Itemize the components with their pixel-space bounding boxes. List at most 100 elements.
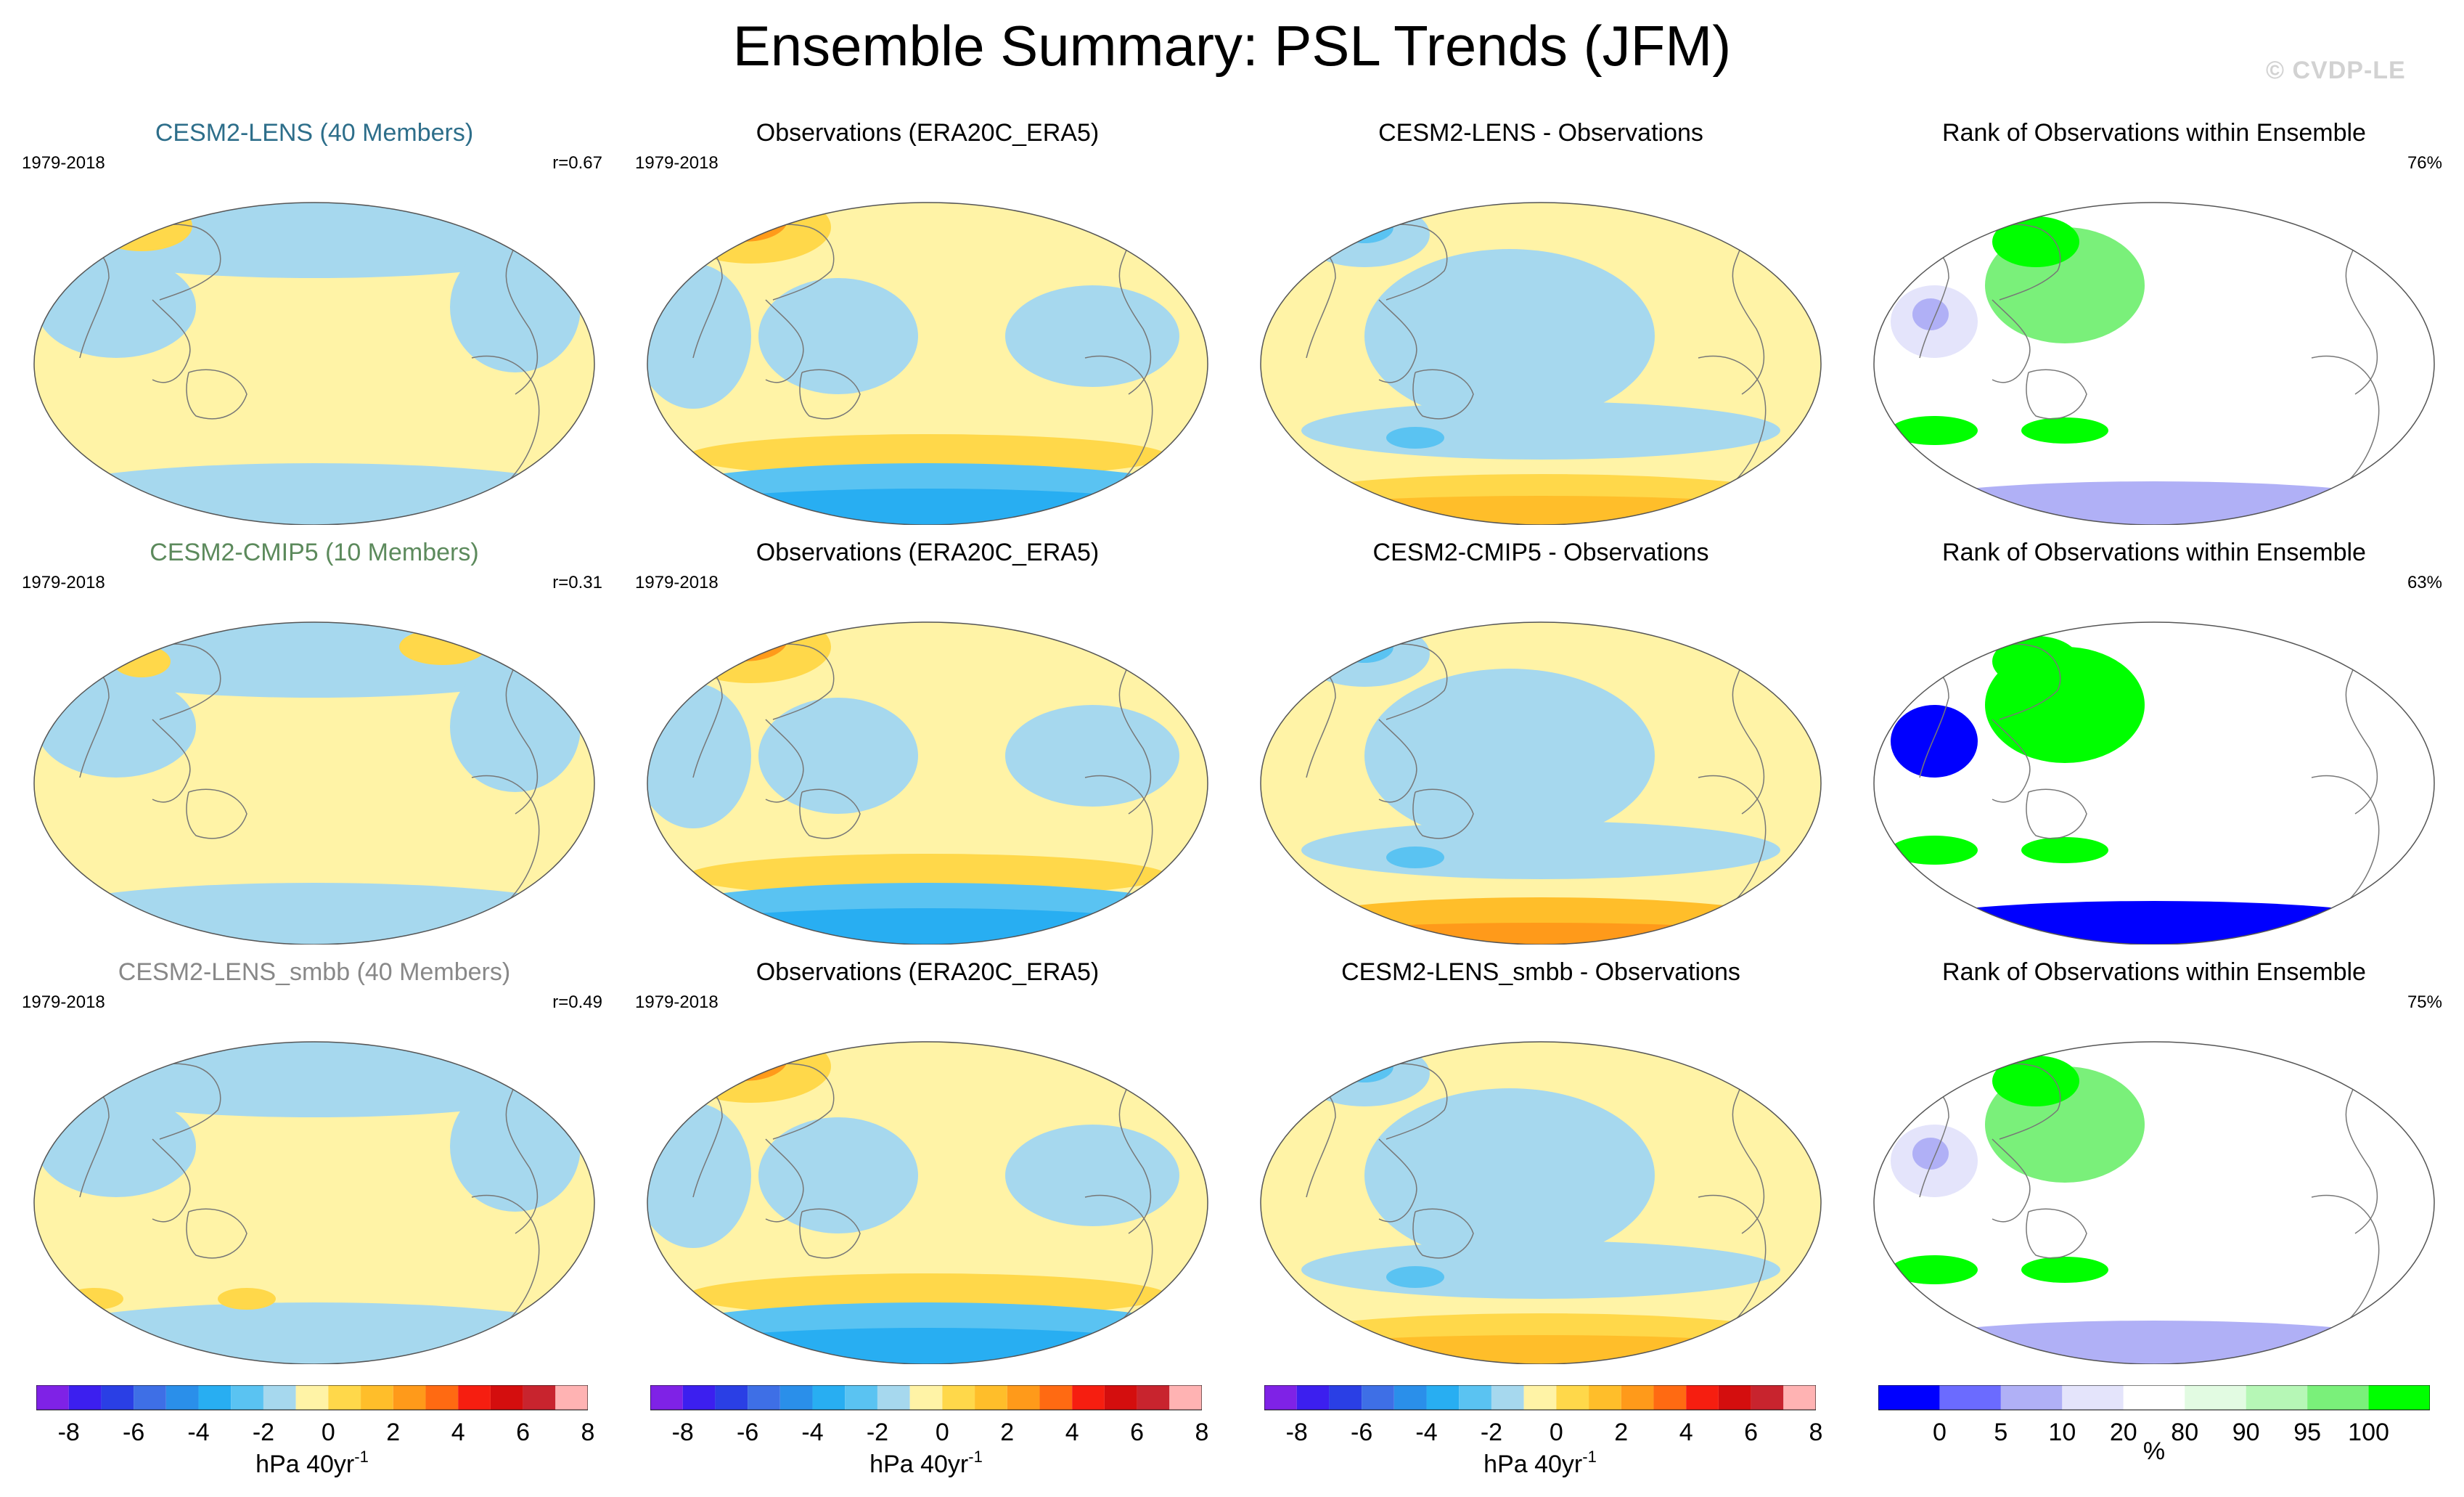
panel-title: Observations (ERA20C_ERA5) bbox=[756, 958, 1100, 986]
contour-region bbox=[647, 908, 1208, 945]
panel-diff-row2: CESM2-CMIP5 - Observations bbox=[1234, 538, 1848, 945]
panel-title: CESM2-CMIP5 - Observations bbox=[1372, 539, 1709, 566]
panel-title: CESM2-LENS_smbb - Observations bbox=[1341, 958, 1740, 986]
colorbar-swatches bbox=[1264, 1385, 1816, 1411]
colorbar-tick: 20 bbox=[2109, 1419, 2137, 1446]
coastline bbox=[2026, 1208, 2087, 1259]
map-model-row2 bbox=[33, 621, 595, 945]
contour-region bbox=[36, 256, 196, 358]
coastline bbox=[186, 1208, 247, 1259]
coastline bbox=[413, 622, 539, 815]
map-rank-row2 bbox=[1873, 611, 2435, 945]
coastline bbox=[1026, 1042, 1152, 1234]
panel-obs-row1: Observations (ERA20C_ERA5) 1979-2018 bbox=[621, 118, 1235, 525]
contour-region bbox=[1299, 1042, 1430, 1106]
coastline bbox=[765, 1138, 804, 1223]
colorbar-swatch bbox=[1264, 1385, 1297, 1410]
colorbar-swatch bbox=[1459, 1385, 1491, 1410]
colorbar-swatch bbox=[198, 1385, 232, 1410]
coastline bbox=[1963, 611, 2072, 618]
colorbar-swatch bbox=[490, 1385, 523, 1410]
contour-region bbox=[1364, 1088, 1655, 1263]
colorbar-swatch bbox=[2307, 1385, 2369, 1410]
panel-title: Rank of Observations within Ensemble bbox=[1942, 539, 2366, 566]
map-outline bbox=[1873, 1041, 2435, 1364]
colorbar-tick: 4 bbox=[451, 1419, 465, 1446]
colorbar-swatch bbox=[523, 1385, 556, 1410]
correlation-label: r=0.49 bbox=[552, 992, 602, 1012]
rank-antarctic-low bbox=[1874, 901, 2434, 945]
colorbar-swatch bbox=[2246, 1385, 2308, 1410]
colorbar-swatch bbox=[1589, 1385, 1621, 1410]
contour-region bbox=[1299, 203, 1430, 267]
coastline bbox=[2026, 369, 2087, 420]
map-diff-row1 bbox=[1260, 202, 1822, 525]
map-rank-row3 bbox=[1873, 1041, 2435, 1364]
contour-region bbox=[1992, 636, 2079, 687]
colorbar-swatch bbox=[1718, 1385, 1751, 1410]
colorbar-tick: 95 bbox=[2293, 1419, 2322, 1446]
coastline bbox=[737, 1030, 846, 1037]
colorbar-swatch bbox=[1329, 1385, 1362, 1410]
colorbar-tick: -6 bbox=[122, 1419, 145, 1446]
colorbar-swatch bbox=[458, 1385, 491, 1410]
contour-region bbox=[758, 1117, 918, 1233]
contour-region bbox=[36, 676, 196, 778]
panel-title: CESM2-LENS_smbb (40 Members) bbox=[118, 958, 511, 986]
colorbar-swatch bbox=[682, 1385, 716, 1410]
colorbar-tick: -4 bbox=[187, 1419, 210, 1446]
map-diff-row2 bbox=[1260, 611, 1822, 945]
map-background bbox=[1874, 622, 2434, 945]
map-obs-row3 bbox=[647, 1030, 1208, 1364]
panel-title: Rank of Observations within Ensemble bbox=[1942, 958, 2366, 986]
coastline bbox=[1350, 611, 1459, 618]
panel-title: Observations (ERA20C_ERA5) bbox=[756, 119, 1100, 147]
period-label: 1979-2018 bbox=[635, 153, 719, 173]
coastline bbox=[2253, 1042, 2378, 1234]
colorbar-tick: 0 bbox=[935, 1419, 949, 1446]
colorbar-swatch bbox=[1072, 1385, 1105, 1410]
colorbar-swatch bbox=[1653, 1385, 1687, 1410]
colorbar-swatch bbox=[68, 1385, 102, 1410]
panel-obs-row2: Observations (ERA20C_ERA5) 1979-2018 bbox=[621, 538, 1235, 945]
contour-region bbox=[647, 683, 751, 828]
map-outline bbox=[1873, 621, 2435, 945]
contour-region bbox=[65, 1288, 123, 1310]
contour-region bbox=[1992, 1056, 2079, 1106]
colorbar-swatch bbox=[328, 1385, 361, 1410]
map-outline bbox=[1260, 1041, 1822, 1364]
colorbar-swatch bbox=[1169, 1385, 1202, 1410]
coastline bbox=[152, 299, 191, 383]
panel-model-row1: CESM2-LENS (40 Members) 1979-2018 r=0.67 bbox=[7, 118, 621, 525]
contour-region bbox=[1874, 625, 1912, 654]
colorbar-tick: 100 bbox=[2348, 1419, 2389, 1446]
contour-region bbox=[2021, 417, 2108, 444]
contour-region bbox=[1874, 205, 1912, 234]
colorbar-swatch bbox=[1686, 1385, 1719, 1410]
map-outline bbox=[647, 621, 1208, 945]
panel-diff-row1: CESM2-LENS - Observations bbox=[1234, 118, 1848, 525]
map-obs-row2 bbox=[647, 621, 1208, 945]
colorbar-tick: 2 bbox=[1000, 1419, 1015, 1446]
colorbar-tick: -4 bbox=[1415, 1419, 1438, 1446]
coastline bbox=[123, 191, 232, 198]
contour-region bbox=[1874, 1045, 1912, 1074]
colorbar-unit: hPa 40yr-1 bbox=[869, 1448, 983, 1478]
contour-region bbox=[700, 203, 787, 242]
contour-region bbox=[1261, 1335, 1821, 1364]
contour-region bbox=[700, 622, 787, 661]
rank-percent-label: 76% bbox=[2407, 153, 2442, 173]
contour-region bbox=[112, 645, 171, 677]
map-outline bbox=[1260, 621, 1822, 945]
colorbar-tick: 2 bbox=[386, 1419, 401, 1446]
contour-region bbox=[700, 1042, 787, 1081]
contour-region bbox=[1005, 285, 1179, 387]
contour-region bbox=[758, 278, 918, 394]
coastline bbox=[737, 191, 846, 198]
colorbar-swatch bbox=[1556, 1385, 1589, 1410]
colorbar-swatch bbox=[1491, 1385, 1524, 1410]
colorbar-tick: 4 bbox=[1065, 1419, 1079, 1446]
watermark: © CVDP-LE bbox=[2266, 57, 2406, 84]
contour-region bbox=[647, 489, 1208, 525]
colorbar-tick: 6 bbox=[1130, 1419, 1145, 1446]
